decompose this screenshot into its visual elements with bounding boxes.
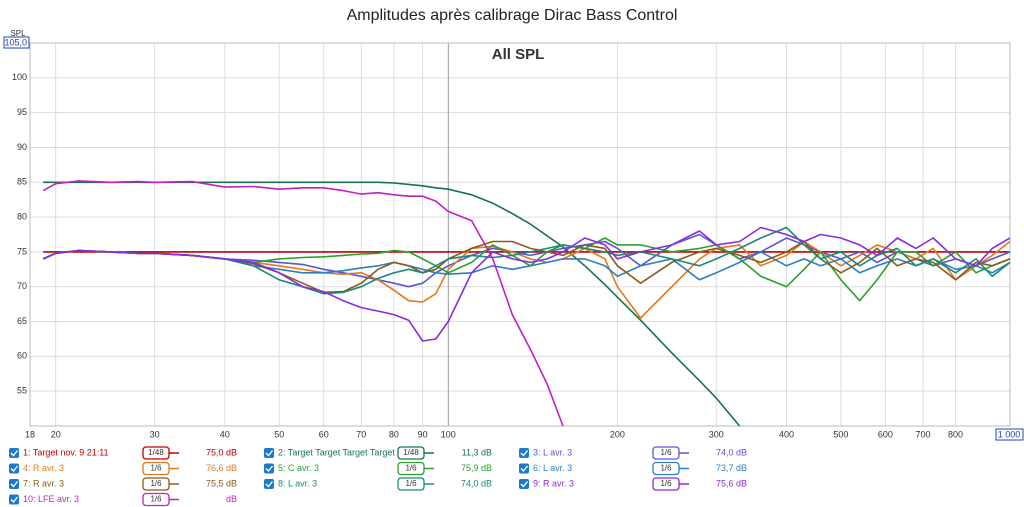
x-tick-label: 90 (418, 429, 428, 439)
legend-checkbox[interactable] (9, 463, 19, 474)
legend-label: 2: Target Target Target Target T (278, 447, 403, 457)
checkmark (265, 465, 274, 473)
y-tick-label: 100 (12, 72, 27, 82)
checkmark (10, 481, 19, 488)
smoothing-label: 1/48 (148, 448, 164, 457)
x-tick-label: 40 (220, 429, 230, 439)
x-tick-label: 60 (319, 429, 329, 439)
legend-label: 10: LFE avr. 3 (23, 494, 79, 504)
x-tick-label: 30 (150, 429, 160, 439)
x-tick-label: 80 (389, 429, 399, 439)
y-axis-label: SPL (10, 29, 26, 38)
x-tick-label: 70 (356, 429, 366, 439)
legend: 1: Target nov. 9 21:11 1/48 75,0 dB 2: Targ… (9, 446, 747, 507)
y-tick-label: 85 (17, 177, 27, 187)
smoothing-label: 1/6 (150, 479, 162, 488)
checkmark (520, 481, 529, 488)
smoothing-label: 1/6 (660, 479, 672, 488)
legend-checkbox[interactable] (519, 463, 529, 474)
smoothing-label: 1/48 (403, 448, 419, 457)
x-tick-label: 100 (441, 429, 456, 439)
y-tick-box (3, 36, 30, 49)
chart-title: Amplitudes après calibrage Dirac Bass Co… (347, 7, 678, 24)
legend-level: 74,0 dB (461, 478, 492, 488)
x-tick-label: 300 (709, 429, 724, 439)
legend-label: 5: C avr. 3 (278, 463, 319, 473)
y-tick-label: 55 (17, 386, 27, 396)
legend-label: 7: R avr. 3 (23, 478, 64, 488)
y-tick-label: 105,0 (4, 37, 27, 47)
legend-checkbox[interactable] (519, 479, 529, 489)
x-tick-label: 600 (878, 429, 893, 439)
x-tick-label: 400 (779, 429, 794, 439)
legend-level: 76,6 dB (206, 463, 237, 473)
smoothing-label: 1/6 (150, 495, 162, 504)
checkmark (10, 465, 19, 473)
legend-label: 3: L avr. 3 (533, 447, 572, 457)
y-tick-label: 60 (17, 351, 27, 361)
legend-level: 75,6 dB (716, 478, 747, 488)
checkmark (520, 450, 529, 457)
checkmark (265, 450, 274, 457)
plot-frame (29, 42, 1011, 427)
legend-level: 74,0 dB (716, 447, 747, 457)
smoothing-label: 1/6 (660, 448, 672, 457)
series-line (42, 180, 564, 426)
x-tick-label: 800 (948, 429, 963, 439)
x-tick-label: 20 (51, 429, 61, 439)
y-tick-label: 70 (17, 281, 27, 291)
smoothing-label: 1/6 (405, 479, 417, 488)
legend-checkbox[interactable] (264, 448, 274, 458)
legend-label: 1: Target nov. 9 21:11 (23, 447, 109, 457)
legend-checkbox[interactable] (264, 479, 274, 489)
legend-label: 8: L avr. 3 (278, 478, 317, 488)
legend-level: 73,7 dB (716, 463, 747, 473)
legend-checkbox[interactable] (519, 448, 529, 458)
checkmark (520, 465, 529, 473)
legend-checkbox[interactable] (9, 479, 19, 489)
chart-subtitle: All SPL (492, 46, 545, 63)
legend-checkbox[interactable] (264, 463, 274, 474)
x-tick-label: 1 000 (998, 429, 1021, 439)
x-tick-label: 200 (610, 429, 625, 439)
legend-label: 6: L avr. 3 (533, 463, 572, 473)
y-tick-label: 95 (17, 107, 27, 117)
y-tick-label: 65 (17, 316, 27, 326)
x-tick-label: 18 (25, 429, 35, 439)
legend-level: 11,3 dB (462, 447, 492, 457)
lines (42, 180, 1010, 426)
checkmark (10, 450, 19, 457)
y-tick-label: 75 (17, 246, 27, 256)
legend-level: 75,0 dB (206, 447, 237, 457)
x-tick-box (995, 428, 1024, 441)
legend-level: 75,5 dB (206, 478, 237, 488)
smoothing-label: 1/6 (405, 464, 417, 473)
x-tick-label: 500 (833, 429, 848, 439)
legend-checkbox[interactable] (9, 494, 19, 505)
x-tick-label: 700 (915, 429, 930, 439)
legend-label: 4: R avr. 3 (23, 463, 64, 473)
series-line (42, 226, 1010, 295)
x-tick-label: 50 (274, 429, 284, 439)
checkmark (10, 496, 19, 504)
y-tick-label: 80 (17, 211, 27, 221)
legend-label: 9: R avr. 3 (533, 478, 574, 488)
legend-level: 75,9 dB (461, 463, 492, 473)
smoothing-label: 1/6 (660, 464, 672, 473)
smoothing-label: 1/6 (150, 464, 162, 473)
legend-checkbox[interactable] (9, 448, 19, 458)
checkmark (265, 481, 274, 488)
series-line (42, 226, 1010, 342)
y-tick-label: 90 (17, 142, 27, 152)
legend-level: dB (226, 494, 237, 504)
